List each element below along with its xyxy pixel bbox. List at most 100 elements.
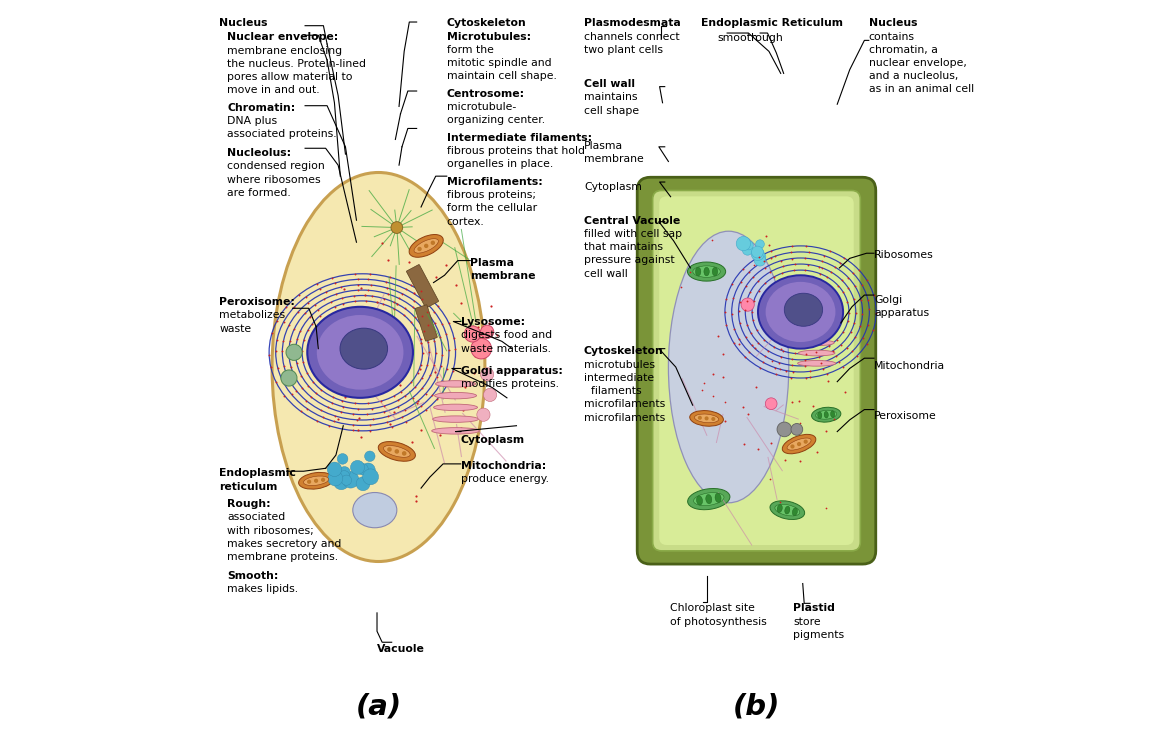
Text: move in and out.: move in and out. bbox=[228, 85, 320, 95]
Point bbox=[293, 382, 312, 394]
Point bbox=[785, 264, 804, 276]
Point bbox=[826, 351, 844, 363]
Point bbox=[851, 320, 870, 332]
Point bbox=[830, 257, 849, 269]
Point bbox=[813, 255, 832, 267]
Point bbox=[292, 370, 311, 382]
Ellipse shape bbox=[383, 446, 410, 457]
Circle shape bbox=[431, 241, 434, 245]
Point bbox=[846, 331, 864, 343]
Point bbox=[425, 335, 444, 346]
Point bbox=[745, 259, 764, 271]
Point bbox=[280, 376, 299, 388]
Text: Endoplasmic: Endoplasmic bbox=[220, 468, 296, 479]
Point bbox=[854, 332, 872, 344]
Point bbox=[456, 382, 474, 393]
Point bbox=[348, 414, 367, 426]
Point bbox=[408, 324, 426, 336]
Point bbox=[840, 308, 858, 319]
Text: cell shape: cell shape bbox=[584, 106, 639, 116]
Ellipse shape bbox=[799, 340, 834, 346]
Ellipse shape bbox=[787, 438, 811, 450]
Circle shape bbox=[736, 236, 751, 251]
Point bbox=[853, 308, 871, 320]
Point bbox=[813, 363, 832, 374]
Text: that maintains: that maintains bbox=[584, 242, 663, 252]
Point bbox=[308, 415, 327, 427]
Point bbox=[731, 276, 750, 288]
Circle shape bbox=[341, 475, 352, 485]
Point bbox=[839, 282, 857, 294]
Point bbox=[801, 366, 820, 377]
Point bbox=[422, 369, 440, 381]
Point bbox=[404, 287, 423, 299]
Text: fibrous proteins that hold: fibrous proteins that hold bbox=[446, 146, 585, 156]
Text: microtubules: microtubules bbox=[584, 360, 655, 370]
Point bbox=[335, 283, 354, 295]
Point bbox=[413, 310, 432, 322]
Point bbox=[437, 328, 456, 340]
Point bbox=[412, 372, 431, 384]
Text: Nuclear envelope:: Nuclear envelope: bbox=[228, 32, 339, 42]
Text: chromatin, a: chromatin, a bbox=[869, 45, 938, 55]
Point bbox=[391, 379, 410, 391]
Text: with ribosomes;: with ribosomes; bbox=[228, 526, 314, 536]
Text: membrane proteins.: membrane proteins. bbox=[228, 552, 339, 562]
Text: contains: contains bbox=[869, 32, 915, 42]
Point bbox=[681, 266, 700, 278]
Text: Cell wall: Cell wall bbox=[584, 79, 635, 90]
Point bbox=[332, 281, 350, 293]
Point bbox=[829, 356, 848, 368]
Point bbox=[437, 363, 456, 375]
Point bbox=[290, 288, 308, 300]
Text: maintains: maintains bbox=[584, 92, 638, 103]
Point bbox=[405, 381, 424, 393]
Point bbox=[797, 360, 815, 371]
Point bbox=[823, 301, 842, 313]
Point bbox=[362, 290, 381, 302]
Point bbox=[394, 344, 412, 356]
Point bbox=[431, 429, 450, 440]
Text: channels connect: channels connect bbox=[584, 32, 680, 42]
Ellipse shape bbox=[696, 496, 702, 505]
Point bbox=[299, 324, 318, 336]
Point bbox=[274, 360, 293, 371]
Point bbox=[267, 335, 286, 346]
Point bbox=[737, 332, 756, 344]
Point bbox=[299, 297, 318, 308]
Point bbox=[267, 315, 286, 327]
Circle shape bbox=[704, 416, 709, 421]
Point bbox=[266, 376, 285, 388]
Point bbox=[751, 362, 770, 374]
Point bbox=[412, 286, 431, 297]
Point bbox=[743, 339, 762, 351]
Ellipse shape bbox=[770, 501, 805, 520]
Point bbox=[405, 311, 424, 323]
Circle shape bbox=[697, 415, 702, 420]
Point bbox=[734, 264, 752, 275]
Circle shape bbox=[480, 368, 494, 381]
Point bbox=[348, 279, 367, 291]
Point bbox=[296, 308, 314, 319]
Point bbox=[371, 396, 390, 407]
Point bbox=[742, 327, 760, 339]
Point bbox=[346, 397, 364, 409]
Point bbox=[735, 438, 753, 450]
Point bbox=[439, 375, 458, 387]
Point bbox=[825, 413, 843, 424]
Point bbox=[770, 357, 788, 368]
Text: Microtubules:: Microtubules: bbox=[446, 32, 531, 42]
Point bbox=[274, 335, 293, 347]
Point bbox=[447, 280, 466, 291]
Point bbox=[857, 275, 876, 286]
Text: modifies proteins.: modifies proteins. bbox=[460, 379, 558, 389]
Point bbox=[312, 384, 331, 396]
Point bbox=[783, 247, 801, 258]
Circle shape bbox=[756, 252, 766, 262]
Point bbox=[291, 325, 310, 337]
Point bbox=[783, 241, 801, 252]
Point bbox=[384, 390, 403, 402]
Point bbox=[360, 425, 378, 437]
Text: condensed region: condensed region bbox=[228, 161, 325, 172]
Point bbox=[847, 308, 865, 319]
